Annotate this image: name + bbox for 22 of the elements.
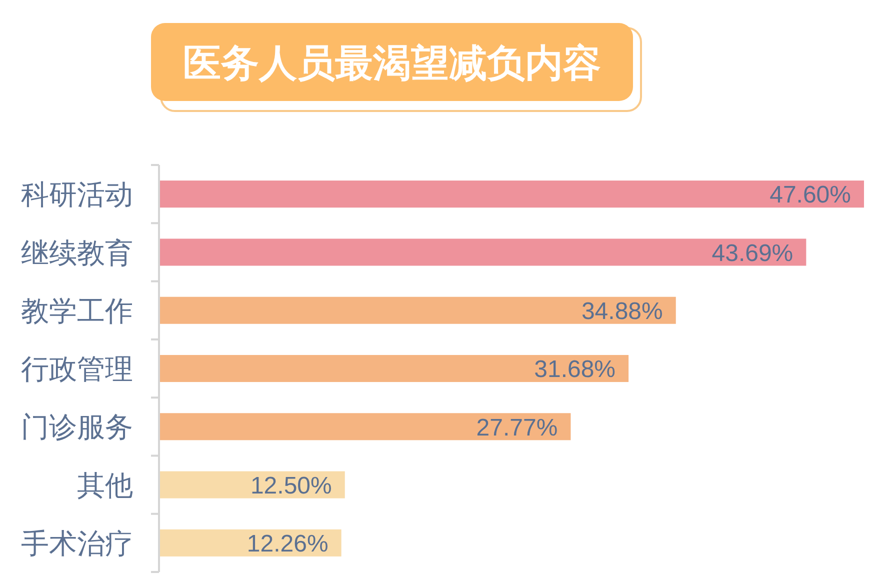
data-label: 12.26% <box>246 530 328 558</box>
data-label: 34.88% <box>581 298 663 325</box>
bar <box>160 471 345 498</box>
data-label: 43.69% <box>712 240 794 267</box>
bar <box>160 238 806 266</box>
bar <box>160 529 342 556</box>
data-label: 12.50% <box>250 472 332 500</box>
data-label: 47.60% <box>770 182 851 209</box>
bar <box>160 296 676 324</box>
data-label: 27.77% <box>476 414 558 442</box>
bar <box>160 354 629 382</box>
y-tick-label: 继续教育 <box>21 237 133 268</box>
y-tick-label: 其他 <box>77 470 133 501</box>
y-tick-label: 手术治疗 <box>21 528 133 560</box>
y-tick-label: 门诊服务 <box>21 412 133 443</box>
y-tick-label: 行政管理 <box>21 354 133 385</box>
y-tick-label: 教学工作 <box>21 295 133 326</box>
bar <box>160 180 864 208</box>
data-label: 31.68% <box>534 356 616 384</box>
chart-title: 医务人员最渴望减负内容 <box>183 42 601 85</box>
y-tick-label: 科研活动 <box>21 179 133 210</box>
bar <box>160 413 571 440</box>
